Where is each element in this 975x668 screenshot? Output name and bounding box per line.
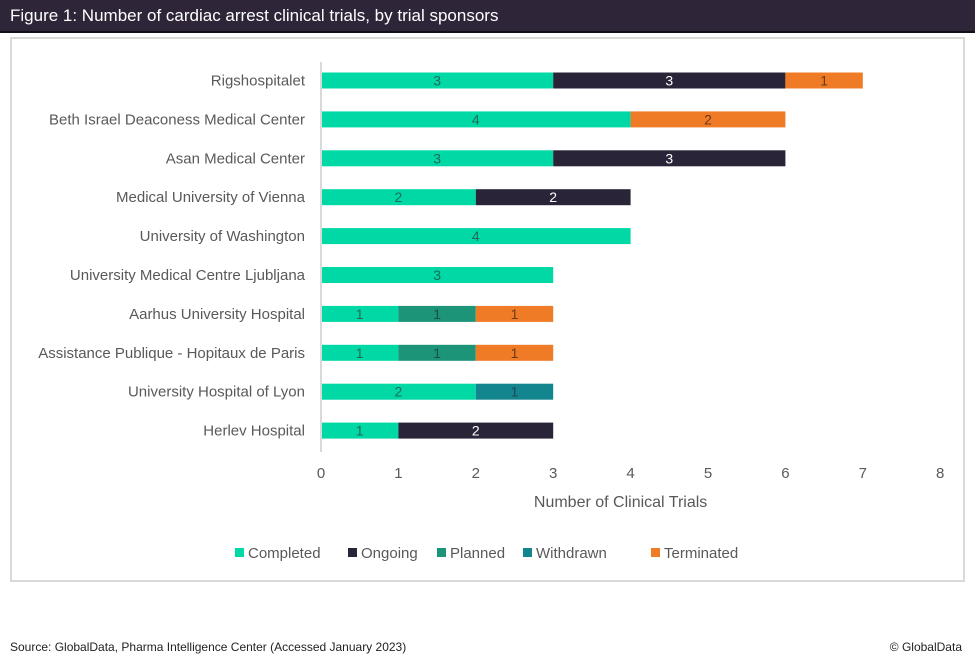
bar-ongoing-herlev-hospital	[398, 422, 554, 439]
x-tick-label-5: 5	[704, 465, 712, 482]
data-label-completed-medical-university-of-vienna: 2	[395, 189, 403, 205]
category-label-aarhus-university-hospital: Aarhus University Hospital	[129, 306, 305, 323]
legend-label-withdrawn: Withdrawn	[536, 545, 607, 562]
data-label-terminated-rigshospitalet: 1	[820, 73, 828, 89]
legend: Completed Ongoing Planned Withdrawn Terminat…	[235, 545, 738, 562]
data-label-completed-assistance-publique-hopitaux-de-paris: 1	[356, 345, 364, 361]
data-label-completed-aarhus-university-hospital: 1	[356, 306, 364, 322]
legend-label-terminated: Terminated	[664, 545, 738, 562]
data-labels: 3 3 1 4 2 3 3 2 2 4 3 1 1 1 1 1 1 2 1 1 2	[356, 73, 828, 439]
legend-item-completed: Completed	[235, 545, 321, 562]
data-label-completed-herlev-hospital: 1	[356, 423, 364, 439]
bar-withdrawn-university-hospital-of-lyon	[475, 383, 554, 400]
legend-swatch-completed	[235, 548, 244, 557]
bar-ongoing-medical-university-of-vienna	[475, 189, 631, 206]
bar-completed-rigshospitalet	[321, 72, 554, 89]
x-tick-label-3: 3	[549, 465, 557, 482]
bar-completed-beth-israel-deaconess-medical-center	[321, 111, 631, 128]
category-label-university-hospital-of-lyon: University Hospital of Lyon	[128, 384, 305, 401]
category-label-herlev-hospital: Herlev Hospital	[203, 423, 305, 440]
data-label-ongoing-medical-university-of-vienna: 2	[549, 189, 557, 205]
legend-swatch-planned	[437, 548, 446, 557]
legend-item-terminated: Terminated	[651, 545, 738, 562]
bar-segments	[321, 72, 863, 439]
bar-terminated-rigshospitalet	[785, 72, 863, 89]
data-label-completed-rigshospitalet: 3	[433, 73, 441, 89]
category-label-assistance-publique-hopitaux-de-paris: Assistance Publique - Hopitaux de Paris	[38, 345, 305, 362]
category-label-university-medical-centre-ljubljana: University Medical Centre Ljubljana	[70, 267, 306, 284]
data-label-ongoing-herlev-hospital: 2	[472, 423, 480, 439]
x-tick-label-6: 6	[781, 465, 789, 482]
bar-completed-aarhus-university-hospital	[321, 305, 399, 322]
copyright-note: © GlobalData	[889, 640, 962, 654]
legend-item-ongoing: Ongoing	[348, 545, 418, 562]
data-label-completed-asan-medical-center: 3	[433, 150, 441, 166]
source-note: Source: GlobalData, Pharma Intelligence …	[10, 640, 407, 654]
data-label-completed-university-hospital-of-lyon: 2	[395, 384, 403, 400]
bar-completed-asan-medical-center	[321, 150, 554, 167]
data-label-completed-university-medical-centre-ljubljana: 3	[433, 267, 441, 283]
stacked-bar-chart: Rigshospitalet Beth Israel Deaconess Medi…	[38, 62, 945, 562]
data-label-completed-university-of-washington: 4	[472, 228, 480, 244]
bar-completed-medical-university-of-vienna	[321, 189, 476, 206]
category-label-medical-university-of-vienna: Medical University of Vienna	[116, 189, 306, 206]
category-label-rigshospitalet: Rigshospitalet	[211, 73, 306, 90]
figure-title: Figure 1: Number of cardiac arrest clini…	[10, 6, 499, 25]
x-tick-label-0: 0	[317, 465, 325, 482]
data-label-completed-beth-israel-deaconess-medical-center: 4	[472, 111, 480, 127]
x-tick-label-1: 1	[394, 465, 402, 482]
x-tick-label-4: 4	[626, 465, 634, 482]
legend-label-planned: Planned	[450, 545, 505, 562]
category-label-beth-israel-deaconess-medical-center: Beth Israel Deaconess Medical Center	[49, 111, 305, 128]
data-label-terminated-beth-israel-deaconess-medical-center: 2	[704, 111, 712, 127]
data-label-terminated-aarhus-university-hospital: 1	[511, 306, 519, 322]
x-tick-label-7: 7	[859, 465, 867, 482]
data-label-ongoing-rigshospitalet: 3	[665, 73, 673, 89]
bar-planned-aarhus-university-hospital	[398, 305, 476, 322]
legend-label-completed: Completed	[248, 545, 321, 562]
legend-swatch-terminated	[651, 548, 660, 557]
legend-label-ongoing: Ongoing	[361, 545, 418, 562]
bar-completed-herlev-hospital	[321, 422, 399, 439]
legend-swatch-withdrawn	[523, 548, 532, 557]
data-label-planned-aarhus-university-hospital: 1	[433, 306, 441, 322]
bar-planned-assistance-publique-hopitaux-de-paris	[398, 344, 476, 361]
legend-item-withdrawn: Withdrawn	[523, 545, 607, 562]
bar-terminated-beth-israel-deaconess-medical-center	[630, 111, 786, 128]
category-label-university-of-washington: University of Washington	[140, 228, 305, 245]
bar-terminated-aarhus-university-hospital	[475, 305, 554, 322]
bar-terminated-assistance-publique-hopitaux-de-paris	[475, 344, 554, 361]
category-label-asan-medical-center: Asan Medical Center	[166, 150, 305, 167]
legend-swatch-ongoing	[348, 548, 357, 557]
data-label-planned-assistance-publique-hopitaux-de-paris: 1	[433, 345, 441, 361]
bar-completed-university-of-washington	[321, 228, 631, 245]
bar-completed-university-hospital-of-lyon	[321, 383, 476, 400]
x-axis-title: Number of Clinical Trials	[534, 494, 707, 511]
bar-ongoing-asan-medical-center	[553, 150, 786, 167]
figure-title-bar: Figure 1: Number of cardiac arrest clini…	[0, 0, 975, 33]
bar-completed-university-medical-centre-ljubljana	[321, 267, 554, 283]
bar-completed-assistance-publique-hopitaux-de-paris	[321, 344, 399, 361]
x-tick-label-2: 2	[472, 465, 480, 482]
x-tick-label-8: 8	[936, 465, 944, 482]
data-label-withdrawn-university-hospital-of-lyon: 1	[511, 384, 519, 400]
category-labels: Rigshospitalet Beth Israel Deaconess Medi…	[38, 73, 306, 440]
data-label-ongoing-asan-medical-center: 3	[665, 150, 673, 166]
data-label-terminated-assistance-publique-hopitaux-de-paris: 1	[511, 345, 519, 361]
x-axis-ticks: 0 1 2 3 4 5 6 7 8	[317, 465, 945, 482]
bar-ongoing-rigshospitalet	[553, 72, 786, 89]
legend-item-planned: Planned	[437, 545, 505, 562]
